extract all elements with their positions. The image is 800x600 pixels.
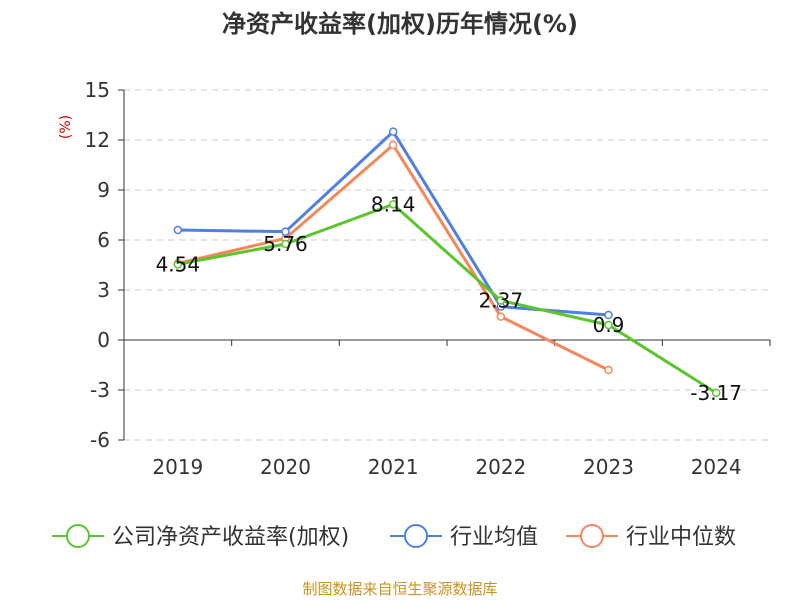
y-tick-label: -3: [90, 378, 110, 402]
x-tick-label: 2020: [260, 455, 311, 479]
y-tick-label: 3: [97, 278, 110, 302]
data-point: [388, 127, 398, 136]
legend-marker: [66, 524, 90, 548]
legend-label: 行业均值: [450, 525, 538, 550]
legend-item-2[interactable]: 行业中位数: [566, 524, 736, 550]
data-point: [604, 365, 613, 375]
chart-title: 净资产收益率(加权)历年情况(%): [222, 10, 578, 38]
legend-item-0[interactable]: 公司净资产收益率(加权): [52, 524, 349, 550]
series-2: [173, 140, 613, 375]
y-tick-label: 15: [85, 78, 110, 102]
grid: [124, 89, 770, 441]
data-point: [388, 200, 398, 209]
x-tick-label: 2024: [691, 455, 742, 479]
y-tick-label: -6: [90, 428, 110, 452]
series-0: [173, 200, 721, 398]
data-label: -3.17: [690, 381, 742, 405]
legend-label: 行业中位数: [626, 525, 736, 550]
data-point: [281, 227, 290, 236]
x-tick-label: 2022: [475, 455, 526, 479]
legend-marker: [580, 524, 604, 548]
data-point: [604, 320, 613, 330]
data-point: [496, 312, 506, 321]
axes: 15 12 9 6 3 0 -3 -6 2019 2020 2021 2022 2023 2024: [85, 78, 771, 479]
series-line: [177, 130, 609, 317]
data-point: [173, 260, 183, 269]
y-tick-label: 0: [97, 328, 110, 352]
data-label: 4.54: [156, 252, 201, 276]
data-point: [604, 310, 613, 320]
series-group: [173, 127, 721, 398]
data-label: 5.76: [263, 232, 308, 256]
data-label: 0.9: [593, 313, 625, 337]
y-axis-unit: (%): [58, 115, 74, 139]
x-tick-label: 2019: [152, 455, 203, 479]
legend[interactable]: 公司净资产收益率(加权) 行业均值 行业中位数: [52, 524, 736, 550]
data-point: [281, 239, 290, 249]
series-line: [177, 202, 717, 395]
legend-marker: [404, 524, 428, 548]
y-tick-label: 12: [85, 128, 110, 152]
data-point: [711, 388, 721, 398]
data-label: 8.14: [371, 192, 416, 216]
y-tick-label: 9: [97, 178, 110, 202]
source-note: 制图数据来自恒生聚源数据库: [302, 580, 497, 598]
data-point: [496, 296, 506, 305]
data-labels: 4.54 5.76 8.14 2.37 0.9 -3.17: [156, 192, 742, 405]
legend-label: 公司净资产收益率(加权): [112, 525, 349, 550]
x-tick-label: 2021: [368, 455, 419, 479]
data-point: [388, 140, 398, 150]
series-line: [177, 143, 610, 372]
data-label: 2.37: [479, 289, 524, 313]
y-tick-label: 6: [97, 228, 110, 252]
legend-item-1[interactable]: 行业均值: [390, 524, 538, 550]
x-tick-label: 2023: [583, 455, 634, 479]
data-point: [173, 225, 183, 235]
